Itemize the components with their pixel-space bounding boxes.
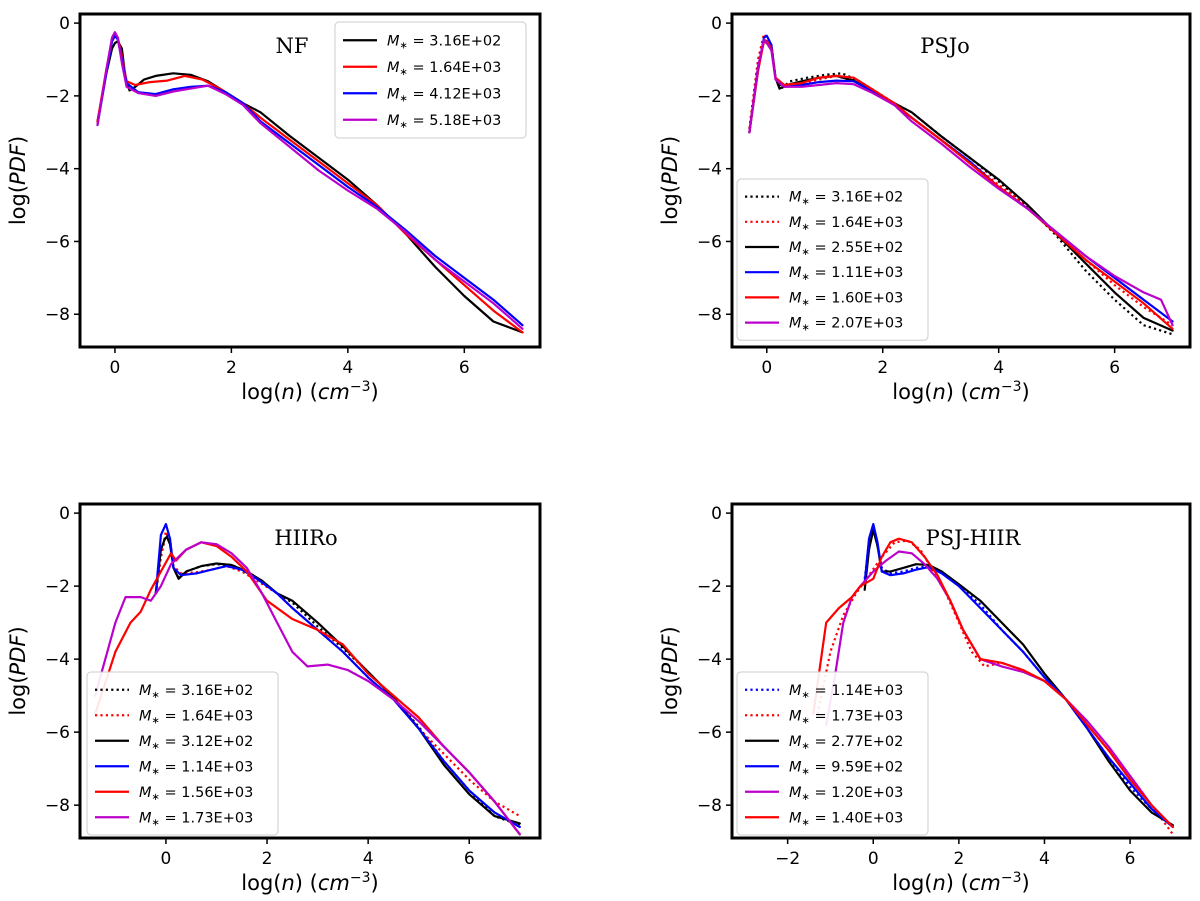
y-tick-label: −8 <box>45 305 70 325</box>
legend-label: M∗ = 3.16E+02 <box>789 190 903 208</box>
panel-title: HIIRo <box>274 526 337 550</box>
axes-frame <box>78 502 542 840</box>
y-tick-label: 0 <box>59 504 70 524</box>
x-tick-label: 0 <box>868 849 879 869</box>
x-tick-label: 4 <box>1039 849 1050 869</box>
x-tick-label: 2 <box>226 358 237 378</box>
legend-label: M∗ = 1.73E+03 <box>789 708 903 726</box>
x-tick-label: 2 <box>877 358 888 378</box>
legend-label: M∗ = 9.59E+02 <box>789 759 903 777</box>
series-line-6 <box>748 38 1174 327</box>
legend-label: M∗ = 1.14E+03 <box>139 759 253 777</box>
series-group <box>96 31 524 334</box>
y-tick-label: −4 <box>45 650 70 670</box>
x-tick-label: 6 <box>1125 849 1136 869</box>
y-axis-label: log(PDF) <box>658 136 682 225</box>
x-axis-label: log(n) (cm−3) <box>892 379 1029 404</box>
x-axis-label: log(n) (cm−3) <box>241 870 378 895</box>
legend-box <box>736 178 929 341</box>
x-tick-label: 0 <box>761 358 772 378</box>
y-tick-label: −2 <box>697 577 722 597</box>
y-tick-label: −6 <box>697 723 722 743</box>
legend-label: M∗ = 2.55E+02 <box>789 240 903 258</box>
legend-box <box>86 671 279 836</box>
y-axis-label: log(PDF) <box>6 136 30 225</box>
legend-label: M∗ = 1.64E+03 <box>139 708 253 726</box>
legend: M∗ = 3.16E+02 M∗ = 1.64E+03 M∗ = 4.12E+03 M… <box>334 21 527 139</box>
y-tick-label: −8 <box>697 796 722 816</box>
legend: M∗ = 3.16E+02 M∗ = 1.64E+03 M∗ = 3.12E+02 M… <box>86 671 279 836</box>
legend-box <box>334 21 527 139</box>
y-tick-label: −4 <box>697 650 722 670</box>
panel-2: 0 2 4 6 0 −2 −4 −6 −8 log(n) (cm−3) log(PDF) PSJo M∗… <box>658 12 1192 404</box>
y-tick-label: 0 <box>711 14 722 34</box>
x-tick-label: 6 <box>459 358 470 378</box>
series-line-5 <box>94 541 521 836</box>
series-line-6 <box>812 537 1174 829</box>
legend-label: M∗ = 1.60E+03 <box>789 290 903 308</box>
series-group <box>94 523 521 836</box>
x-tick-label: 0 <box>110 358 121 378</box>
legend-label: M∗ = 4.12E+03 <box>387 86 501 104</box>
legend: M∗ = 3.16E+02 M∗ = 1.64E+03 M∗ = 2.55E+02 M… <box>736 178 929 341</box>
legend-label: M∗ = 1.73E+03 <box>139 810 253 828</box>
y-tick-label: −4 <box>697 160 722 180</box>
x-tick-label: 6 <box>1109 358 1120 378</box>
series-line-4 <box>96 31 524 330</box>
y-tick-label: −6 <box>45 723 70 743</box>
y-tick-label: −2 <box>697 87 722 107</box>
legend-label: M∗ = 1.20E+03 <box>789 785 903 803</box>
legend-label: M∗ = 1.56E+03 <box>139 785 253 803</box>
panel-1: 0 2 4 6 0 −2 −4 −6 −8 log(n) (cm−3) log(PDF) NF M∗ =… <box>6 12 542 404</box>
legend-box <box>736 671 929 836</box>
x-tick-label: 4 <box>363 849 374 869</box>
panel-title: NF <box>276 34 309 58</box>
x-tick-label: 0 <box>161 849 172 869</box>
legend-label: M∗ = 5.18E+03 <box>387 113 501 131</box>
legend-label: M∗ = 2.07E+03 <box>789 316 903 334</box>
panel-title: PSJ-HIIR <box>926 526 1022 550</box>
panel-3: 0 2 4 6 0 −2 −4 −6 −8 log(n) (cm−3) log(PDF) HIIRo M… <box>6 502 542 895</box>
legend-label: M∗ = 2.77E+02 <box>789 734 903 752</box>
series-group <box>748 32 1174 336</box>
x-tick-label: 4 <box>993 358 1004 378</box>
legend-label: M∗ = 3.16E+02 <box>387 33 501 51</box>
legend-label: M∗ = 3.12E+02 <box>139 734 253 752</box>
x-tick-label: 2 <box>953 849 964 869</box>
x-tick-label: −2 <box>775 849 800 869</box>
y-tick-label: −2 <box>45 577 70 597</box>
y-tick-label: −2 <box>45 87 70 107</box>
series-group <box>812 523 1174 835</box>
y-tick-label: −6 <box>45 232 70 252</box>
x-tick-label: 2 <box>262 849 273 869</box>
y-tick-label: −8 <box>45 796 70 816</box>
y-tick-label: −4 <box>45 160 70 180</box>
axes-frame <box>730 12 1192 349</box>
y-tick-label: −6 <box>697 232 722 252</box>
y-axis-label: log(PDF) <box>6 626 30 715</box>
x-tick-label: 6 <box>464 849 475 869</box>
axes-frame <box>78 12 542 349</box>
legend-label: M∗ = 1.64E+03 <box>789 215 903 233</box>
y-tick-label: 0 <box>59 14 70 34</box>
series-line-4 <box>863 523 1174 829</box>
y-tick-label: −8 <box>697 305 722 325</box>
legend-label: M∗ = 1.40E+03 <box>789 810 903 828</box>
legend-label: M∗ = 1.14E+03 <box>789 683 903 701</box>
axes-frame <box>730 502 1192 840</box>
legend-label: M∗ = 3.16E+02 <box>139 683 253 701</box>
x-axis-label: log(n) (cm−3) <box>892 870 1029 895</box>
legend: M∗ = 1.14E+03 M∗ = 1.73E+03 M∗ = 2.77E+02 M… <box>736 671 929 836</box>
x-tick-label: 4 <box>342 358 353 378</box>
panel-4: −2 0 2 4 6 0 −2 −4 −6 −8 log(n) (cm−3) log(PDF) PSJ-… <box>658 502 1192 895</box>
panel-title: PSJo <box>920 34 970 58</box>
y-tick-label: 0 <box>711 504 722 524</box>
legend-label: M∗ = 1.64E+03 <box>387 60 501 78</box>
series-line-6 <box>94 541 521 836</box>
legend-label: M∗ = 1.11E+03 <box>789 265 903 283</box>
x-axis-label: log(n) (cm−3) <box>241 379 378 404</box>
y-axis-label: log(PDF) <box>658 626 682 715</box>
